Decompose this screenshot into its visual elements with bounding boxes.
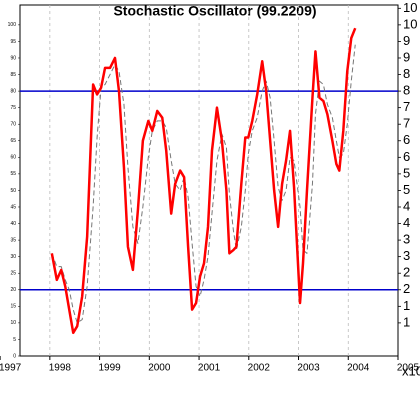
x-tick-label: 2003	[297, 363, 320, 374]
y-tick-label: 40	[10, 221, 16, 227]
x-tick-label: 2005	[397, 363, 420, 374]
y-tick-label: 65	[10, 138, 16, 144]
y2-tick-label: 5	[403, 165, 410, 180]
y-tick-label: 35	[10, 237, 16, 243]
y-tick-label: 70	[10, 122, 16, 128]
x-tick-label: 1998	[49, 363, 72, 374]
x-tick-label: 2004	[347, 363, 370, 374]
y2-tick-label: 6	[403, 132, 410, 147]
plot-frame	[19, 4, 399, 357]
y2-tick-label: 2	[403, 265, 410, 280]
y2-tick-label: 7	[403, 116, 410, 131]
y2-tick-label: 8	[403, 83, 410, 98]
y-tick-label: 85	[10, 72, 16, 78]
y2-tick-label: 10	[403, 16, 417, 31]
y2-tick-label: 4	[403, 198, 410, 213]
y2-tick-label: 9	[403, 33, 410, 48]
y2-tick-label: 8	[403, 66, 410, 81]
x-tick-label: 2001	[198, 363, 221, 374]
chart-title: Stochastic Oscillator (99.2209)	[113, 3, 316, 19]
y-tick-label: 10	[10, 320, 16, 326]
y2-tick-label: 1	[403, 298, 410, 313]
y-tick-label: 95	[10, 39, 16, 45]
y2-tick-label: 9	[403, 49, 410, 64]
y2-tick-label: 7	[403, 99, 410, 114]
y2-tick-label: 2	[403, 281, 410, 296]
x-tick-label: 1999	[98, 363, 121, 374]
y-tick-label: 20	[10, 287, 16, 293]
y-tick-label: 5	[13, 337, 16, 343]
y-tick-label: 30	[10, 254, 16, 260]
x-tick-label: 2002	[248, 363, 271, 374]
y2-tick-label: 10	[403, 0, 417, 15]
y-tick-label: 55	[10, 171, 16, 177]
y-tick-label: 0	[13, 353, 16, 359]
y-tick-label: 50	[10, 188, 16, 194]
x-tick-label: 2000	[148, 363, 171, 374]
data-line	[51, 44, 356, 324]
y-tick-label: 80	[10, 88, 16, 94]
y-tick-label: 90	[10, 55, 16, 61]
y2-tick-label: 3	[403, 232, 410, 247]
data-line	[50, 27, 357, 335]
y2-tick-label: 6	[403, 149, 410, 164]
y2-tick-label: 5	[403, 182, 410, 197]
y-tick-label: 25	[10, 271, 16, 277]
y-tick-label: 100	[8, 22, 17, 28]
x-tick-label: 1997	[0, 363, 22, 374]
y-tick-label: 15	[10, 304, 16, 310]
y-tick-label: 60	[10, 155, 16, 161]
y2-tick-label: 3	[403, 248, 410, 263]
y2-multiplier: x10	[402, 363, 420, 378]
y2-tick-label: 1	[403, 314, 410, 329]
y2-tick-label: 4	[403, 215, 410, 230]
y-tick-label: 45	[10, 204, 16, 210]
y-tick-label: 75	[10, 105, 16, 111]
